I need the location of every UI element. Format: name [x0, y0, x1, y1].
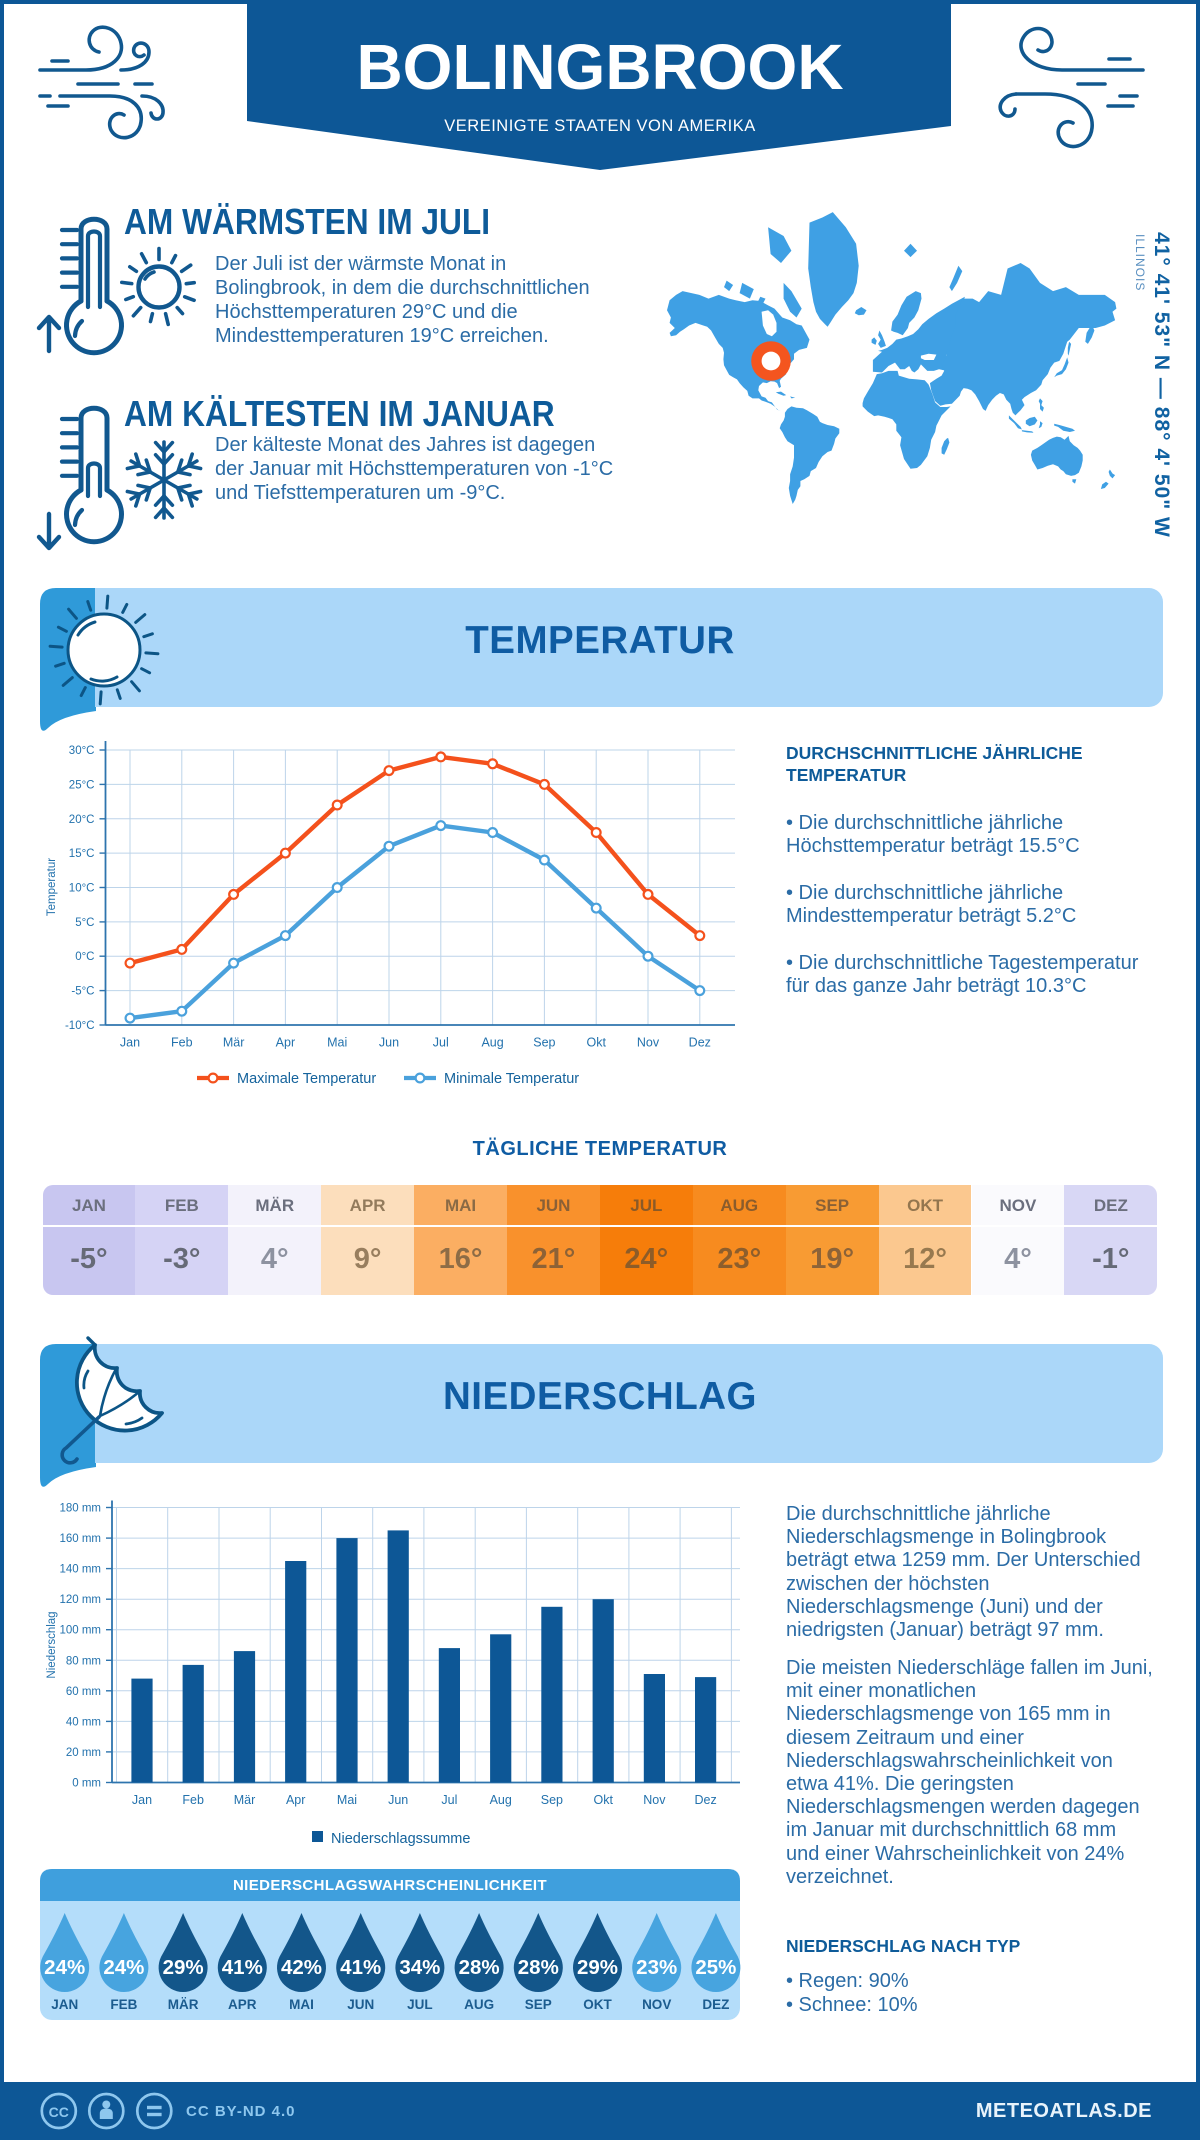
- svg-text:Sep: Sep: [533, 1036, 555, 1050]
- svg-text:Mai: Mai: [327, 1036, 347, 1050]
- svg-text:20°C: 20°C: [69, 814, 95, 826]
- svg-text:Temperatur: Temperatur: [46, 858, 58, 916]
- svg-text:140 mm: 140 mm: [59, 1564, 101, 1576]
- svg-text:Niederschlagssumme: Niederschlagssumme: [331, 1831, 470, 1847]
- svg-text:Jul: Jul: [441, 1793, 457, 1807]
- svg-text:Jun: Jun: [388, 1793, 408, 1807]
- svg-text:NIEDERSCHLAGSWAHRSCHEINLICHKEI: NIEDERSCHLAGSWAHRSCHEINLICHKEIT: [233, 1877, 547, 1894]
- svg-text:Sep: Sep: [541, 1793, 563, 1807]
- svg-text:180 mm: 180 mm: [59, 1503, 101, 1515]
- svg-text:Nov: Nov: [643, 1793, 666, 1807]
- svg-text:40 mm: 40 mm: [66, 1716, 101, 1728]
- svg-text:28%: 28%: [459, 1956, 500, 1979]
- svg-text:Dez: Dez: [694, 1793, 716, 1807]
- svg-text:29%: 29%: [577, 1956, 618, 1979]
- svg-text:Jun: Jun: [379, 1036, 399, 1050]
- svg-text:28%: 28%: [518, 1956, 559, 1979]
- svg-text:JUL: JUL: [407, 1997, 433, 2012]
- svg-text:25%: 25%: [695, 1956, 736, 1979]
- svg-text:-10°C: -10°C: [65, 1020, 95, 1032]
- svg-text:Feb: Feb: [171, 1036, 193, 1050]
- svg-text:Jul: Jul: [433, 1036, 449, 1050]
- svg-text:29%: 29%: [163, 1956, 204, 1979]
- svg-text:Apr: Apr: [286, 1793, 305, 1807]
- svg-text:Feb: Feb: [182, 1793, 204, 1807]
- svg-text:Mär: Mär: [223, 1036, 245, 1050]
- svg-text:FEB: FEB: [110, 1997, 137, 2012]
- svg-text:JUN: JUN: [347, 1997, 374, 2012]
- svg-text:23%: 23%: [636, 1956, 677, 1979]
- svg-text:Mär: Mär: [234, 1793, 256, 1807]
- svg-text:Minimale Temperatur: Minimale Temperatur: [444, 1071, 579, 1087]
- svg-text:60 mm: 60 mm: [66, 1686, 101, 1698]
- svg-text:10°C: 10°C: [69, 883, 95, 895]
- svg-text:Aug: Aug: [481, 1036, 503, 1050]
- svg-text:24%: 24%: [44, 1956, 85, 1979]
- svg-text:80 mm: 80 mm: [66, 1655, 101, 1667]
- svg-text:Okt: Okt: [593, 1793, 613, 1807]
- svg-text:Apr: Apr: [276, 1036, 295, 1050]
- svg-text:5°C: 5°C: [75, 917, 94, 929]
- svg-text:24%: 24%: [103, 1956, 144, 1979]
- svg-text:Mai: Mai: [337, 1793, 357, 1807]
- svg-text:0 mm: 0 mm: [72, 1778, 101, 1790]
- svg-text:25°C: 25°C: [69, 779, 95, 791]
- svg-text:30°C: 30°C: [69, 745, 95, 757]
- svg-text:100 mm: 100 mm: [59, 1625, 101, 1637]
- svg-text:DEZ: DEZ: [702, 1997, 729, 2012]
- svg-text:Jan: Jan: [120, 1036, 140, 1050]
- svg-text:34%: 34%: [399, 1956, 440, 1979]
- svg-text:160 mm: 160 mm: [59, 1533, 101, 1545]
- svg-text:MAI: MAI: [289, 1997, 314, 2012]
- svg-text:42%: 42%: [281, 1956, 322, 1979]
- svg-text:Okt: Okt: [586, 1036, 606, 1050]
- svg-text:-5°C: -5°C: [71, 986, 94, 998]
- svg-text:MÄR: MÄR: [168, 1997, 199, 2012]
- svg-text:CC: CC: [49, 2104, 69, 2120]
- svg-text:Niederschlag: Niederschlag: [46, 1611, 58, 1678]
- svg-text:20 mm: 20 mm: [66, 1747, 101, 1759]
- svg-text:SEP: SEP: [525, 1997, 552, 2012]
- svg-text:Aug: Aug: [490, 1793, 512, 1807]
- svg-text:41%: 41%: [222, 1956, 263, 1979]
- svg-text:Nov: Nov: [637, 1036, 660, 1050]
- svg-text:APR: APR: [228, 1997, 257, 2012]
- svg-text:Jan: Jan: [132, 1793, 152, 1807]
- svg-text:AUG: AUG: [464, 1997, 494, 2012]
- svg-text:0°C: 0°C: [75, 951, 94, 963]
- svg-text:OKT: OKT: [583, 1997, 612, 2012]
- svg-text:NOV: NOV: [642, 1997, 671, 2012]
- svg-text:Maximale Temperatur: Maximale Temperatur: [237, 1071, 376, 1087]
- svg-text:120 mm: 120 mm: [59, 1594, 101, 1606]
- svg-text:15°C: 15°C: [69, 848, 95, 860]
- svg-text:41%: 41%: [340, 1956, 381, 1979]
- svg-text:JAN: JAN: [51, 1997, 78, 2012]
- svg-text:Dez: Dez: [689, 1036, 711, 1050]
